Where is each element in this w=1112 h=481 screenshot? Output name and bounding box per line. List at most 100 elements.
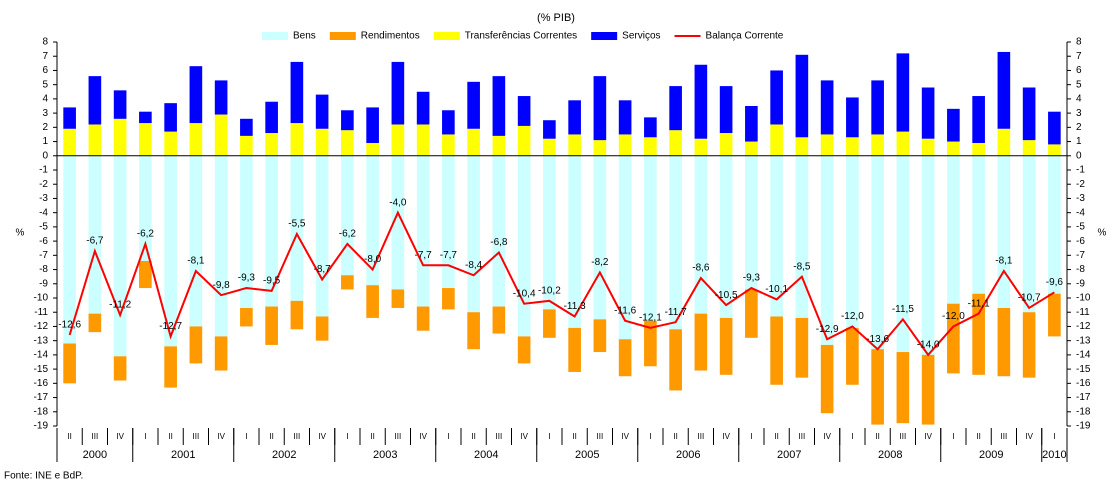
x-tick-label: III [597, 432, 604, 441]
bar [164, 346, 177, 388]
y2-tick-label: -19 [1076, 421, 1091, 432]
y2-tick-label: -18 [1076, 406, 1091, 417]
bar [265, 306, 278, 345]
y2-tick-label: -10 [1076, 293, 1091, 304]
bar [543, 120, 556, 139]
data-label: -9,3 [743, 273, 761, 284]
bar [1022, 312, 1036, 378]
y-tick-label: 7 [42, 51, 48, 62]
bar [719, 317, 733, 375]
year-label: 2007 [777, 449, 801, 461]
bar [896, 131, 910, 156]
bar [164, 131, 177, 156]
bar [113, 90, 127, 119]
bar [669, 329, 682, 391]
bar [1048, 144, 1061, 156]
bar [669, 155, 682, 330]
bar [719, 155, 733, 318]
x-tick-label: III [799, 432, 806, 441]
bar [820, 155, 834, 345]
data-label: -12,6 [58, 320, 81, 331]
data-label: -8,6 [692, 263, 710, 274]
year-label: 2003 [373, 449, 397, 461]
bar [341, 155, 354, 276]
bar [189, 66, 203, 124]
x-tick-label: I [750, 432, 752, 441]
y2-tick-label: -15 [1076, 364, 1091, 375]
bar [492, 135, 506, 156]
bar [290, 155, 304, 301]
x-tick-label: II [370, 432, 374, 441]
y-tick-label: 3 [42, 108, 48, 119]
bar [214, 336, 228, 371]
y-tick-label: 1 [42, 136, 48, 147]
data-label: -12,1 [639, 313, 662, 324]
year-label: 2010 [1042, 449, 1066, 461]
bar [997, 155, 1011, 308]
x-tick-label: II [67, 432, 71, 441]
data-label: -9,5 [263, 276, 281, 287]
y2-tick-label: -13 [1076, 335, 1091, 346]
y-tick-label: -15 [34, 364, 49, 375]
x-tick-label: IV [318, 432, 326, 441]
data-label: -6,7 [86, 236, 104, 247]
year-label: 2008 [878, 449, 902, 461]
bar [416, 124, 430, 156]
y-tick-label: 2 [42, 122, 48, 133]
legend-swatch [262, 32, 288, 40]
x-tick-label: II [774, 432, 778, 441]
bar [745, 155, 758, 290]
y2-tick-label: -7 [1076, 250, 1085, 261]
y2-axis-label: % [1098, 228, 1107, 239]
x-tick-label: IV [722, 432, 730, 441]
bar [164, 155, 177, 347]
bar [315, 155, 329, 317]
y2-tick-label: 6 [1076, 65, 1082, 76]
data-label: -11,1 [968, 298, 990, 309]
bar [896, 155, 910, 353]
bar [265, 133, 278, 156]
bar [770, 124, 783, 156]
y-tick-label: -19 [34, 421, 49, 432]
bar [1022, 155, 1036, 313]
bar [189, 326, 203, 364]
bar [593, 155, 607, 320]
bar [820, 344, 834, 414]
x-tick-label: III [1001, 432, 1008, 441]
data-label: -14,0 [917, 340, 940, 351]
y2-tick-label: 4 [1076, 94, 1082, 105]
data-label: -10,2 [538, 285, 561, 296]
y-tick-label: 6 [42, 65, 48, 76]
bar [189, 123, 203, 156]
bar [467, 155, 480, 313]
data-label: -13,6 [866, 334, 889, 345]
legend-label: Serviços [622, 31, 660, 42]
legend-label: Rendimentos [361, 31, 420, 42]
bar [1048, 111, 1061, 145]
bar [644, 155, 657, 321]
bar [568, 134, 581, 156]
bar [63, 155, 76, 344]
bar [240, 155, 253, 308]
bar [644, 137, 657, 156]
bar [63, 107, 76, 129]
x-tick-label: IV [419, 432, 427, 441]
bar [543, 155, 556, 310]
x-tick-label: II [168, 432, 172, 441]
bar [947, 141, 960, 156]
y2-tick-label: 5 [1076, 79, 1082, 90]
x-tick-label: I [245, 432, 247, 441]
x-tick-label: II [471, 432, 475, 441]
bar [341, 110, 354, 131]
bar [1048, 155, 1061, 294]
x-tick-label: III [92, 432, 99, 441]
x-tick-label: IV [823, 432, 831, 441]
legend-swatch [591, 32, 618, 40]
data-label: -7,7 [440, 250, 458, 261]
bar [795, 137, 809, 156]
bar [947, 108, 960, 142]
year-label: 2009 [979, 449, 1003, 461]
y-tick-label: 4 [42, 94, 48, 105]
x-tick-label: IV [217, 432, 225, 441]
